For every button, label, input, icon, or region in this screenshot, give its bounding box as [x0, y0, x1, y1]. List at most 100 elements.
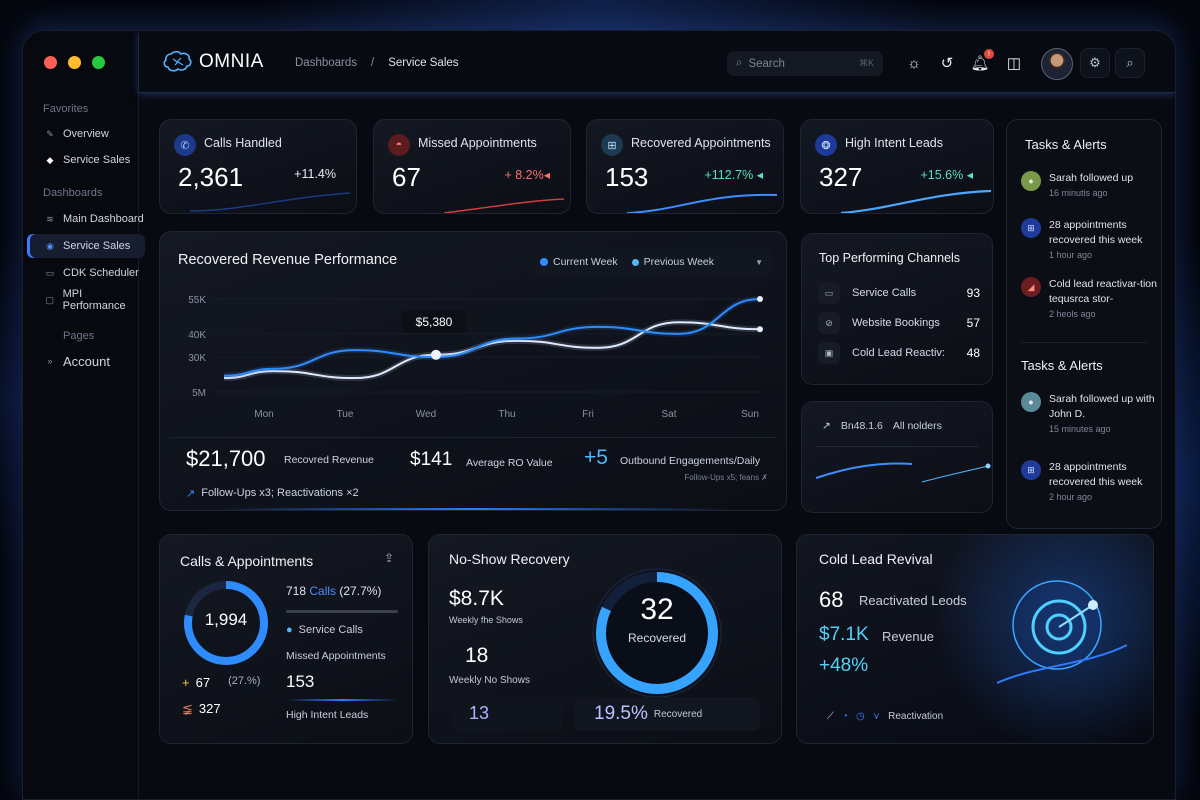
kpi-title: Missed Appointments [418, 136, 537, 150]
glow-line [220, 508, 726, 510]
gear-icon: ⚙ [1089, 55, 1101, 70]
revenue-footer: ↗ Follow-Ups x3; Reactivations ×2 [186, 487, 359, 500]
card-title: No-Show Recovery [449, 551, 570, 567]
close-window-button[interactable] [44, 56, 57, 69]
sidebar-item-label: Service Sales [63, 154, 131, 166]
settings-button[interactable]: ⚙ [1080, 48, 1110, 78]
plus-row: +67 (27.%) [182, 675, 260, 690]
gift-icon: ⊞ [1021, 218, 1041, 238]
chart-legend[interactable]: Current Week Previous Week ▼ [530, 248, 773, 276]
brand-logo[interactable]: OMNIA [163, 51, 264, 73]
kpi-title: Recovered Appointments [631, 136, 771, 150]
task-item[interactable]: ● Sarah followed up with John D. 15 minute… [1021, 392, 1161, 434]
panel-toggle-button[interactable]: ◫ [1003, 52, 1025, 74]
task-item[interactable]: ◢ Cold lead reactivar-tion tequsrca stor-… [1021, 277, 1161, 319]
revenue-line-chart[interactable]: 55K 40K 30K 5M Mon Tue Wed Thu Fri Sat Sun $5,380 [160, 282, 787, 422]
bottom-left-box: 13 [451, 697, 563, 731]
calls-word: Calls [309, 584, 337, 598]
task-text: Sarah followed up [1049, 172, 1134, 184]
export-icon[interactable]: ⇪ [383, 551, 394, 565]
mini-code: Bn48.1.6 [840, 420, 883, 432]
dashboards-heading: Dashboards [43, 187, 103, 199]
divider [1021, 342, 1147, 343]
search-icon: ⌕ [1126, 55, 1134, 70]
sidebar-item-service-sales[interactable]: ◉ Service Sales [27, 234, 145, 258]
x-tick-label: Wed [416, 409, 436, 420]
sidebar-item-service-sales-fav[interactable]: ◆ Service Sales [27, 148, 145, 172]
kpi-card-high-intent-leads[interactable]: ❂ High Intent Leads 327 +15.6% ◂ [800, 119, 994, 214]
footer-label: Reactivation [888, 711, 944, 722]
mini-wave [815, 462, 991, 483]
sidebar-item-mpi-performance[interactable]: ▢ MPI Performance [27, 288, 145, 312]
stack-icon: ≋ [46, 213, 54, 224]
total-value: 1,994 [204, 610, 248, 629]
top-channels-card: Top Performing Channels ▭ Service Calls 93… [801, 233, 993, 385]
average-ro-value: $141 [410, 449, 453, 470]
chat-icon: ▢ [45, 294, 55, 305]
calls-pct: (27.7%) [339, 584, 382, 598]
task-item[interactable]: ⊞ 28 appointments recovered this week 1 ho… [1021, 218, 1161, 260]
app-window: Favorites ✎ Overview ◆ Service Sales Dashb… [22, 30, 1176, 800]
global-search-button[interactable]: ⌕ [1115, 48, 1145, 78]
channel-row-service-calls[interactable]: ▭ Service Calls 93 [818, 282, 980, 304]
shortcut-hint: ⌘K [858, 58, 874, 68]
x-tick-label: Fri [582, 409, 594, 420]
search-input[interactable]: ⌕ Search ⌘K [727, 51, 883, 76]
chevron-down-icon[interactable]: ▼ [755, 257, 763, 267]
y-tick-label: 5M [192, 388, 206, 399]
no-shows-label: Weekly No Shows [449, 675, 530, 686]
user-avatar[interactable] [1041, 48, 1073, 80]
mini-trend-card[interactable]: ↗ Bn48.1.6 All nolders [801, 401, 993, 513]
sidebar: Favorites ✎ Overview ◆ Service Sales Dashb… [23, 31, 145, 799]
history-icon: ↺ [940, 55, 954, 72]
phone-icon: ✆ [174, 134, 196, 156]
recovered-ring-chart [592, 568, 722, 698]
brain-icon [163, 51, 192, 72]
recovered-pct-label: Recovered [653, 708, 703, 720]
revenue-value: $7.1K [819, 624, 869, 645]
x-tick-label: Thu [498, 409, 515, 420]
sidebar-panel-icon: ◫ [1006, 55, 1022, 72]
divider [816, 446, 978, 447]
sidebar-item-cdk-scheduler[interactable]: ▭ CDK Scheduler [27, 261, 145, 285]
sidebar-item-label: Service Sales [63, 240, 131, 252]
kpi-card-recovered-appointments[interactable]: ⊞ Recovered Appointments 153 +112.7% ◂ [586, 119, 784, 214]
breadcrumb-root[interactable]: Dashboards [295, 57, 358, 69]
legend-previous-week[interactable]: Previous Week [631, 256, 715, 268]
legend-label: Previous Week [643, 256, 715, 268]
channel-row-cold-lead[interactable]: ▣ Cold Lead Reactiv: 48 [818, 342, 980, 364]
legend-swatch [540, 258, 548, 266]
kpi-glow-wave [190, 192, 350, 212]
task-text: 28 appointments recovered this week [1049, 219, 1143, 246]
message-icon: ▣ [818, 342, 840, 364]
ring-value: 32 [640, 593, 674, 626]
notifications-button[interactable]: 🔔︎! [969, 49, 994, 74]
footer-text: Follow-Ups x3; Reactivations ×2 [201, 487, 359, 499]
legend-current-week[interactable]: Current Week [540, 256, 618, 268]
window-controls [44, 56, 105, 69]
task-time: 1 hour ago [1049, 250, 1093, 260]
task-item[interactable]: ● Sarah followed up 16 minutis ago [1021, 171, 1161, 198]
reactivation-footer[interactable]: ⟋ ◔ ◷ ⋎ Reactivation [827, 711, 943, 722]
tooltip-box [402, 310, 466, 333]
recovered-revenue-value: $21,700 [186, 446, 266, 471]
history-button[interactable]: ↺ [936, 52, 958, 74]
maximize-window-button[interactable] [92, 56, 105, 69]
minimize-window-button[interactable] [68, 56, 81, 69]
folder-icon: ▭ [818, 282, 840, 304]
channel-value: 57 [966, 316, 980, 330]
channel-row-website-bookings[interactable]: ⊘ Website Bookings 57 [818, 312, 980, 334]
sidebar-item-main-dashboard[interactable]: ≋ Main Dashboard [27, 207, 145, 231]
theme-toggle-button[interactable]: ☼ [903, 52, 925, 74]
kpi-card-calls-handled[interactable]: ✆ Calls Handled 2,361 +11.4% [159, 119, 357, 214]
sidebar-item-account[interactable]: » Account [27, 349, 145, 373]
task-item[interactable]: ⊞ 28 appointments recovered this week 2 ho… [1021, 460, 1161, 502]
flame-icon: ◢ [1021, 277, 1041, 297]
card-title: Top Performing Channels [819, 251, 961, 265]
bottom-left-value: 13 [469, 703, 490, 723]
globe-icon: ❂ [815, 134, 837, 156]
kpi-card-missed-appointments[interactable]: ◓ Missed Appointments 67 + 8.2%◂ [373, 119, 571, 214]
sidebar-item-overview[interactable]: ✎ Overview [27, 122, 145, 146]
highlight-point[interactable] [431, 349, 441, 360]
y-tick-label: 55K [188, 295, 206, 306]
